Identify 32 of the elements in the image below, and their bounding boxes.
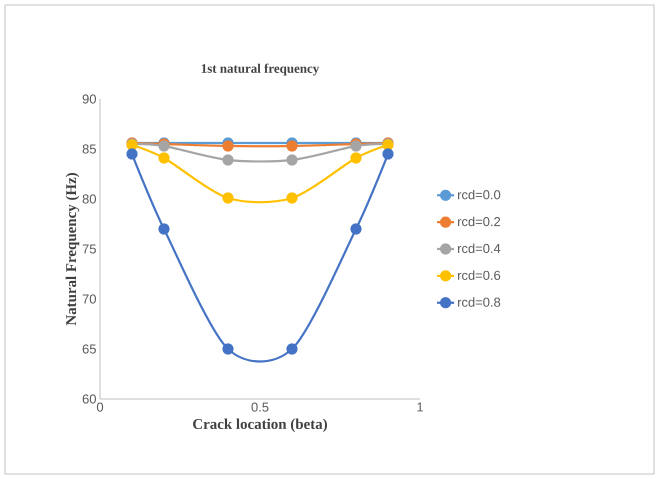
point xyxy=(286,192,298,204)
point xyxy=(222,192,234,204)
y-tick-label: 75 xyxy=(82,244,96,254)
point xyxy=(350,223,362,235)
legend-label: rcd=0.4 xyxy=(458,244,500,254)
x-tick-label: 0 xyxy=(96,402,104,412)
point xyxy=(222,154,234,166)
x-axis-title: Crack location (beta) xyxy=(193,418,327,432)
point xyxy=(286,343,298,355)
legend-label: rcd=0.8 xyxy=(458,297,500,307)
y-tick-label: 85 xyxy=(82,144,96,154)
point xyxy=(158,152,170,164)
y-tick-label: 80 xyxy=(82,194,96,204)
point xyxy=(382,148,394,160)
y-axis-title: Natural Frequency (Hz) xyxy=(66,173,80,326)
y-tick-label: 70 xyxy=(82,294,96,304)
legend-label: rcd=0.2 xyxy=(458,216,500,226)
point xyxy=(286,140,298,152)
y-tick-label: 65 xyxy=(82,344,96,354)
point xyxy=(158,223,170,235)
point xyxy=(222,343,234,355)
point xyxy=(286,154,298,166)
chart-title: 1st natural frequency xyxy=(202,64,320,76)
y-tick-label: 90 xyxy=(82,94,96,104)
legend-label: rcd=0.6 xyxy=(458,270,500,280)
x-tick-label: 0.5 xyxy=(252,402,268,412)
point xyxy=(350,152,362,164)
y-tick-label: 60 xyxy=(82,394,96,404)
legend-label: rcd=0.0 xyxy=(458,190,500,200)
point xyxy=(126,148,138,160)
point xyxy=(222,140,234,152)
x-tick-label: 1 xyxy=(417,402,423,412)
